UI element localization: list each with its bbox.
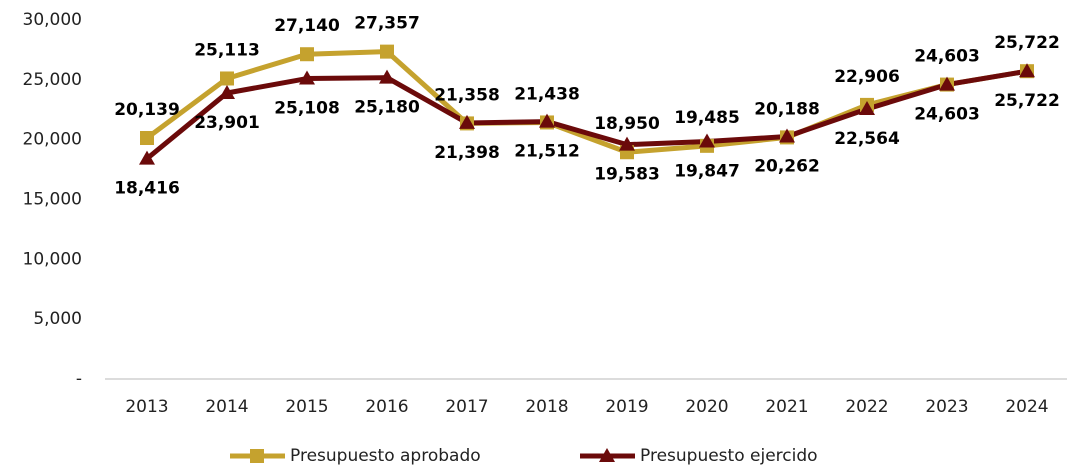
y-tick-label: 30,000: [23, 10, 82, 30]
y-tick-label: 15,000: [23, 190, 82, 210]
x-tick-label: 2014: [205, 397, 248, 417]
data-point: [619, 136, 635, 151]
x-tick-label: 2017: [445, 397, 488, 417]
data-label: 25,722: [994, 33, 1060, 53]
data-point: [380, 44, 394, 59]
data-point: [859, 100, 875, 115]
y-tick-label: 25,000: [23, 70, 82, 90]
data-label: 25,108: [274, 99, 340, 119]
legend-label: Presupuesto aprobado: [290, 446, 481, 466]
data-label: 20,139: [114, 100, 180, 120]
x-tick-label: 2013: [125, 397, 168, 417]
data-label: 27,357: [354, 14, 420, 34]
data-label: 22,906: [834, 67, 900, 87]
x-tick-label: 2021: [765, 397, 808, 417]
y-tick-label: -: [76, 369, 82, 389]
y-tick-label: 5,000: [33, 309, 82, 329]
data-point: [1019, 63, 1035, 78]
data-label: 21,398: [434, 143, 500, 163]
x-tick-label: 2019: [605, 397, 648, 417]
data-label: 19,485: [674, 108, 740, 128]
data-point: [539, 113, 555, 128]
x-tick-label: 2018: [525, 397, 568, 417]
data-label: 25,113: [194, 40, 260, 60]
data-label: 24,603: [914, 47, 980, 67]
data-label: 24,603: [914, 105, 980, 125]
x-tick-label: 2020: [685, 397, 728, 417]
data-label: 25,180: [354, 98, 420, 118]
data-point: [140, 131, 154, 146]
x-tick-label: 2016: [365, 397, 408, 417]
y-tick-label: 20,000: [23, 130, 82, 150]
data-point: [139, 150, 155, 165]
data-point: [219, 84, 235, 99]
legend-marker: [599, 448, 615, 462]
data-label: 21,358: [434, 85, 500, 105]
x-tick-label: 2024: [1005, 397, 1048, 417]
data-point: [699, 133, 715, 148]
data-label: 21,512: [514, 142, 580, 162]
data-point: [300, 47, 314, 62]
legend-label: Presupuesto ejercido: [640, 446, 818, 466]
data-label: 20,188: [754, 99, 820, 119]
data-label: 19,583: [594, 165, 660, 185]
x-tick-label: 2023: [925, 397, 968, 417]
data-label: 22,564: [834, 129, 900, 149]
data-point: [379, 69, 395, 84]
data-label: 20,262: [754, 157, 820, 177]
x-tick-label: 2015: [285, 397, 328, 417]
y-tick-label: 10,000: [23, 249, 82, 269]
data-point: [779, 128, 795, 143]
legend-marker: [250, 449, 264, 463]
data-label: 18,416: [114, 179, 180, 199]
data-point: [299, 70, 315, 85]
data-label: 27,140: [274, 16, 340, 36]
series-line: [145, 49, 1028, 155]
data-label: 19,847: [674, 161, 740, 181]
data-point: [459, 114, 475, 129]
data-label: 23,901: [194, 113, 260, 133]
data-label: 25,722: [994, 91, 1060, 111]
data-label: 21,438: [514, 84, 580, 104]
data-label: 18,950: [594, 114, 660, 134]
data-point: [220, 71, 234, 86]
x-tick-label: 2022: [845, 397, 888, 417]
data-point: [939, 76, 955, 91]
series-line: [145, 68, 1028, 161]
